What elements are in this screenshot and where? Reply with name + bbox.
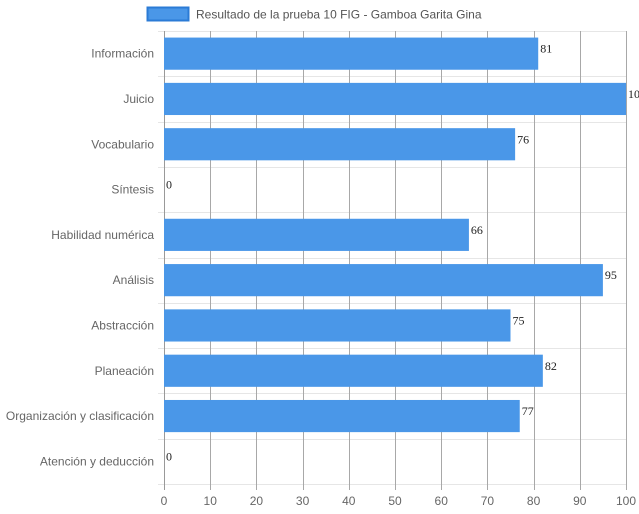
category-label: Habilidad numérica — [51, 228, 154, 242]
legend[interactable]: Resultado de la prueba 10 FIG - Gamboa G… — [146, 6, 482, 22]
data-label: 66 — [471, 223, 483, 237]
category-labels: Información Juicio Vocabulario Síntesis Habi… — [6, 47, 154, 469]
data-label: 75 — [513, 313, 525, 327]
x-tick-label: 10 — [204, 494, 218, 508]
category-label: Atención y deducción — [40, 454, 154, 468]
legend-label: Resultado de la prueba 10 FIG - Gamboa G… — [196, 8, 482, 22]
category-label: Síntesis — [111, 183, 154, 197]
legend-swatch — [146, 6, 190, 22]
bar[interactable] — [164, 309, 511, 342]
bars — [164, 37, 626, 433]
data-label: 81 — [540, 42, 552, 56]
bar[interactable] — [164, 264, 603, 297]
x-tick-label: 90 — [573, 494, 587, 508]
bar[interactable] — [164, 128, 516, 161]
data-label: 76 — [517, 132, 529, 146]
category-label: Juicio — [123, 92, 154, 106]
bar[interactable] — [164, 82, 626, 116]
bar[interactable] — [164, 37, 539, 70]
bar[interactable] — [164, 399, 520, 433]
x-axis-ticks: 0 10 20 30 40 50 60 70 80 90 100 — [161, 494, 637, 508]
x-tick-label: 80 — [527, 494, 541, 508]
category-label: Planeación — [95, 364, 154, 378]
value-labels: 81 100 76 0 66 95 75 82 77 0 — [166, 42, 639, 464]
x-tick-label: 70 — [481, 494, 495, 508]
x-tick-label: 60 — [435, 494, 449, 508]
data-label: 0 — [166, 449, 172, 463]
x-tick-label: 20 — [250, 494, 264, 508]
category-label: Vocabulario — [91, 137, 154, 151]
bar[interactable] — [164, 354, 543, 387]
data-label: 77 — [522, 404, 534, 418]
category-label: Organización y clasificación — [6, 409, 154, 423]
data-label: 95 — [605, 268, 617, 282]
data-label: 0 — [166, 178, 172, 192]
category-label: Análisis — [113, 273, 154, 287]
category-label: Abstracción — [91, 318, 154, 332]
category-label: Información — [91, 47, 154, 61]
data-label: 82 — [545, 359, 557, 373]
x-tick-label: 50 — [388, 494, 402, 508]
x-tick-label: 40 — [342, 494, 356, 508]
x-tick-label: 0 — [161, 494, 168, 508]
bar[interactable] — [164, 218, 469, 251]
x-tick-label: 30 — [296, 494, 310, 508]
x-tick-label: 100 — [616, 494, 636, 508]
data-label: 100 — [628, 87, 639, 101]
